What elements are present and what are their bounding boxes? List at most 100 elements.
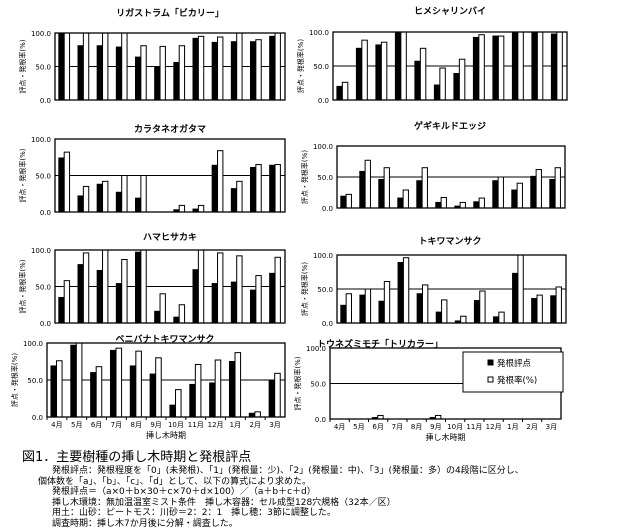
bar-score	[269, 272, 276, 324]
bar-rate	[255, 275, 262, 324]
bar-rate	[554, 167, 561, 209]
bar-score	[135, 56, 142, 101]
bar-rate	[440, 196, 447, 209]
x-tick-label: 10月	[447, 423, 463, 431]
bar-score	[375, 44, 382, 101]
chart-title: トキワマンサク	[418, 236, 481, 247]
bar-rate	[478, 34, 485, 101]
bar-score	[230, 41, 238, 101]
y-tick-label: 100.0	[306, 345, 326, 353]
bar-rate	[121, 175, 128, 213]
y-axis-label: 評点・発根率(%)	[18, 259, 27, 313]
bar-score	[250, 166, 257, 213]
bar-score	[416, 293, 423, 324]
bar-score	[435, 201, 442, 209]
bar-score	[228, 361, 236, 418]
legend-label: 発根率(%)	[497, 375, 537, 386]
x-tick-label: 5月	[71, 421, 82, 429]
bar-rate	[345, 193, 352, 209]
x-tick-label: 6月	[372, 423, 383, 431]
x-tick-label: 1月	[230, 421, 241, 429]
bar-score	[109, 349, 117, 418]
y-axis-label: 評点・発根率(%)	[300, 150, 309, 204]
x-tick-label: 9月	[150, 421, 161, 429]
bar-score	[154, 310, 161, 324]
x-tick-label: 3月	[546, 423, 557, 431]
x-tick-label: 11月	[188, 421, 204, 429]
x-axis-label: 挿し木時期	[426, 432, 466, 442]
y-tick-label: 50.0	[313, 63, 329, 71]
bar-score	[209, 382, 216, 418]
x-tick-label: 3月	[269, 421, 280, 429]
y-axis-label: 評点・発根率(%)	[10, 353, 19, 407]
caption-line: 挿し木環境：無加温温室ミスト条件 挿し木容器：セル成型128穴規格（32本／区）	[52, 497, 396, 508]
bar-rate	[497, 176, 504, 209]
bar-score	[250, 289, 257, 324]
x-tick-label: 4月	[334, 423, 345, 431]
x-axis-label: 挿し木時期	[146, 430, 186, 440]
bar-rate	[421, 167, 428, 209]
bar-rate	[121, 258, 128, 324]
chart-title: トウネズミモチ「トリカラー」	[317, 338, 443, 350]
bar-rate	[458, 58, 466, 101]
bar-score	[189, 383, 196, 418]
bar-rate	[255, 164, 262, 213]
bar-rate	[102, 32, 109, 101]
bar-score	[135, 197, 142, 213]
y-axis-label: 評点・発根率(%)	[296, 39, 305, 93]
bar-rate	[178, 304, 186, 324]
y-tick-label: 0.0	[322, 205, 333, 213]
bar-rate	[140, 249, 147, 324]
x-tick-label: 8月	[411, 423, 422, 431]
y-tick-label: 0.0	[40, 97, 51, 105]
bar-score	[115, 191, 123, 213]
bar-rate	[217, 252, 224, 324]
y-tick-label: 50.0	[35, 173, 51, 181]
bar-rate	[555, 286, 562, 324]
bar-rate	[82, 252, 90, 324]
bar-rate	[82, 32, 90, 101]
bar-rate	[217, 36, 224, 101]
bar-rate	[459, 201, 466, 209]
bar-rate	[535, 169, 542, 209]
bar-score	[340, 195, 347, 209]
bar-score	[154, 66, 161, 101]
y-tick-label: 50.0	[317, 286, 333, 294]
bar-score	[492, 35, 499, 101]
y-tick-label: 0.0	[32, 414, 43, 422]
chart-title: ハマヒサカキ	[143, 232, 197, 243]
bar-score	[115, 283, 123, 324]
bar-score	[211, 41, 219, 101]
bar-score	[340, 304, 347, 324]
y-tick-label: 100.0	[31, 136, 51, 144]
bar-score	[416, 180, 423, 209]
bar-rate	[517, 31, 524, 101]
bar-rate	[254, 411, 261, 418]
x-tick-label: 11月	[466, 423, 482, 431]
chart-title: ゲギキルドエッジ	[414, 120, 486, 132]
x-tick-label: 2月	[526, 423, 537, 431]
bar-score	[531, 298, 538, 324]
bar-rate	[236, 255, 243, 324]
bar-score	[169, 404, 177, 418]
bar-score	[355, 47, 363, 101]
bar-rate	[274, 256, 281, 324]
bar-score	[192, 269, 199, 324]
x-tick-label: 7月	[392, 423, 403, 431]
bar-score	[433, 84, 441, 101]
caption-line: 発根評点：発根程度を「0」(未発根)、「1」(発根量：少)、「2」(発根量：中)…	[52, 466, 524, 476]
bar-rate	[159, 45, 166, 101]
bar-rate	[135, 350, 142, 418]
bar-rate	[536, 31, 544, 101]
chart-title: リガストラム「ビカリー」	[116, 7, 224, 19]
x-tick-label: 2月	[250, 421, 261, 429]
bar-rate	[56, 360, 63, 418]
bar-score	[531, 31, 538, 101]
bar-score	[96, 45, 104, 101]
plot-frame	[54, 138, 286, 213]
y-tick-label: 100.0	[31, 247, 51, 255]
y-tick-label: 50.0	[310, 381, 326, 389]
bar-score	[397, 261, 404, 324]
bar-rate	[421, 284, 429, 324]
